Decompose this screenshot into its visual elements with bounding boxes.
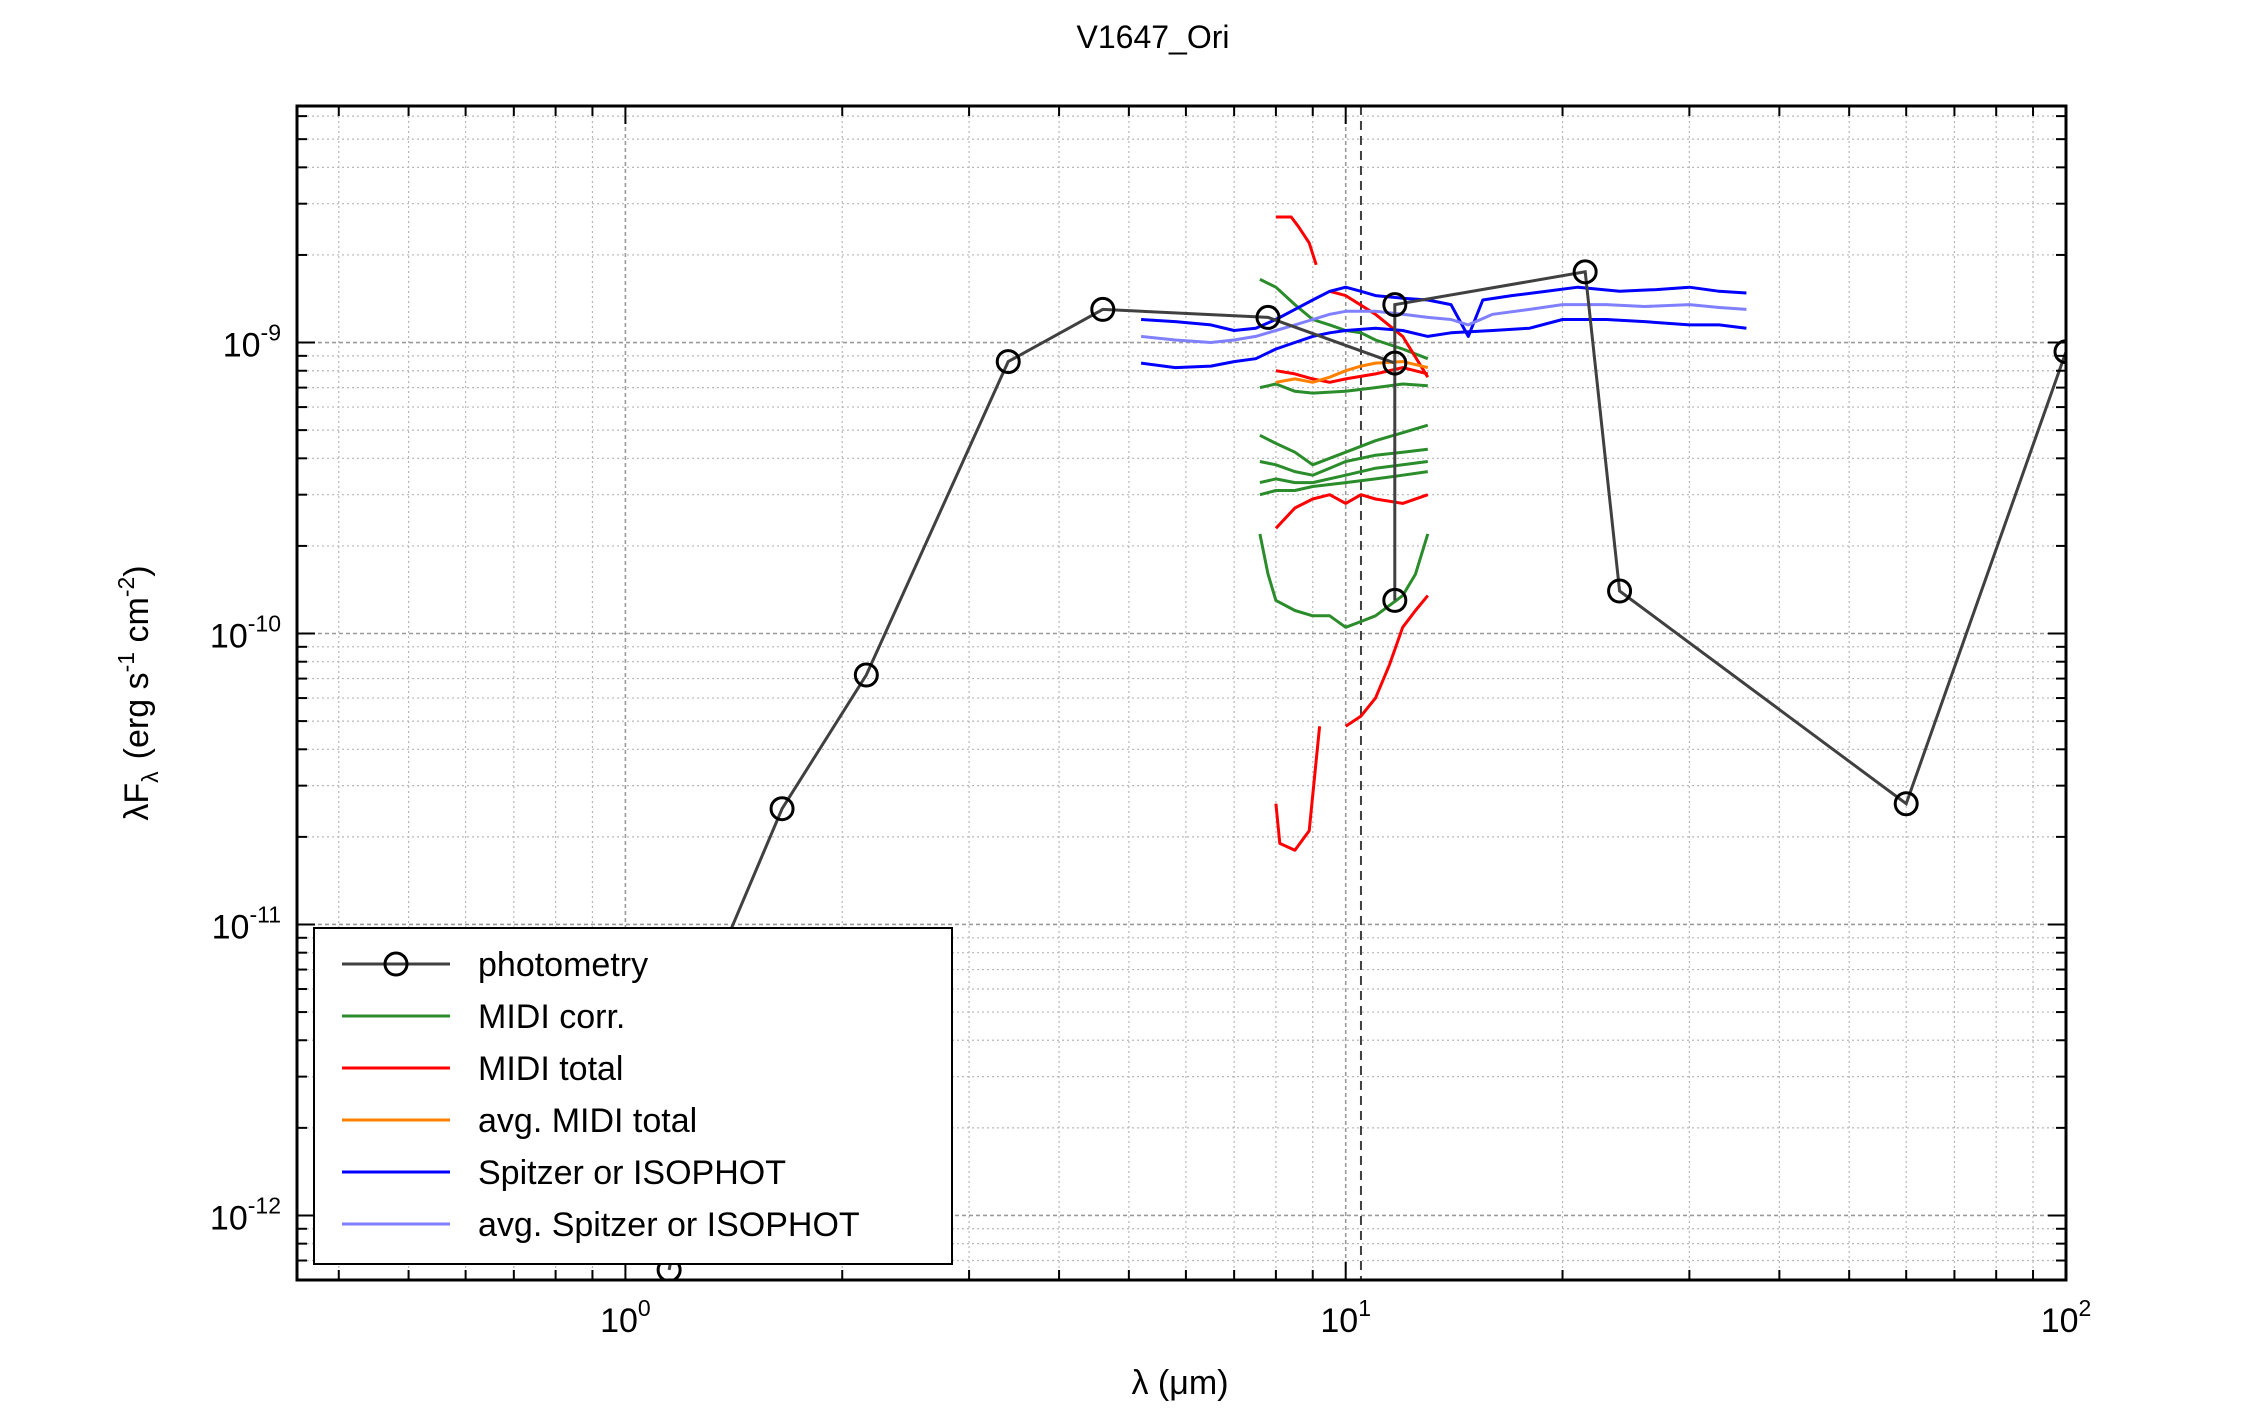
legend-label-avg_midi_total: avg. MIDI total	[478, 1102, 697, 1140]
legend-label-photometry: photometry	[478, 946, 648, 984]
x-tick-label: 102	[2041, 1295, 2092, 1340]
series-line-midi_corr	[1258, 533, 1430, 629]
series-line-midi_total	[1344, 594, 1429, 728]
y-tick-label: 10-10	[210, 611, 281, 656]
data-point	[1572, 259, 1598, 285]
series-line-midi_corr	[1259, 460, 1428, 485]
legend-label-midi_corr: MIDI corr.	[478, 998, 625, 1036]
data-point	[1255, 304, 1281, 330]
legend-label-avg_spitzer: avg. Spitzer or ISOPHOT	[478, 1206, 860, 1244]
tick-layer: 100 101 102 10-12 10-11 10-10 10-9	[210, 106, 2091, 1340]
series-layer	[656, 215, 2066, 1280]
grid-layer	[297, 106, 2067, 1281]
series-line-midi_total	[1329, 289, 1430, 378]
data-point	[1090, 296, 1116, 322]
data-point	[853, 662, 879, 688]
series-midi_corr	[1258, 277, 1430, 629]
x-tick-label: 100	[600, 1295, 651, 1340]
data-point	[1893, 791, 1919, 817]
x-tick-label: 101	[1320, 1295, 1371, 1340]
data-point	[1607, 578, 1633, 604]
series-line-midi_corr	[1259, 277, 1429, 361]
y-tick-label: 10-9	[223, 320, 281, 365]
legend-label-spitzer: Spitzer or ISOPHOT	[478, 1154, 786, 1192]
plot-frame	[295, 104, 2068, 1282]
data-point	[769, 796, 795, 822]
data-point	[2053, 339, 2066, 365]
data-point	[1382, 587, 1408, 613]
data-point	[1382, 292, 1408, 318]
legend-marker	[383, 951, 409, 977]
legend-box	[313, 927, 953, 1265]
chart-title: V1647_Ori	[1077, 19, 1230, 55]
axis-labels: λ (μm) λFλ(erg s-1 cm-2)	[113, 565, 1229, 1402]
series-line-photometry	[667, 270, 2066, 1271]
data-point	[995, 349, 1021, 375]
data-point	[1382, 350, 1408, 376]
series-line-midi_total	[1275, 215, 1318, 266]
series-midi_total	[1274, 215, 1430, 852]
series-line-midi_total	[1274, 726, 1322, 852]
series-line-spitzer	[1140, 318, 1747, 370]
y-axis-label: λFλ(erg s-1 cm-2)	[113, 565, 163, 820]
series-line-midi_total	[1275, 366, 1429, 384]
x-axis-label: λ (μm)	[1131, 1364, 1228, 1402]
legend-label-midi_total: MIDI total	[478, 1050, 623, 1088]
y-tick-label: 10-11	[212, 901, 281, 946]
legend: photometry MIDI corr. MIDI total avg. MIDI …	[313, 927, 953, 1265]
y-tick-label: 10-12	[210, 1192, 281, 1237]
series-line-midi_corr	[1259, 470, 1429, 497]
series-line-midi_corr	[1259, 382, 1428, 395]
